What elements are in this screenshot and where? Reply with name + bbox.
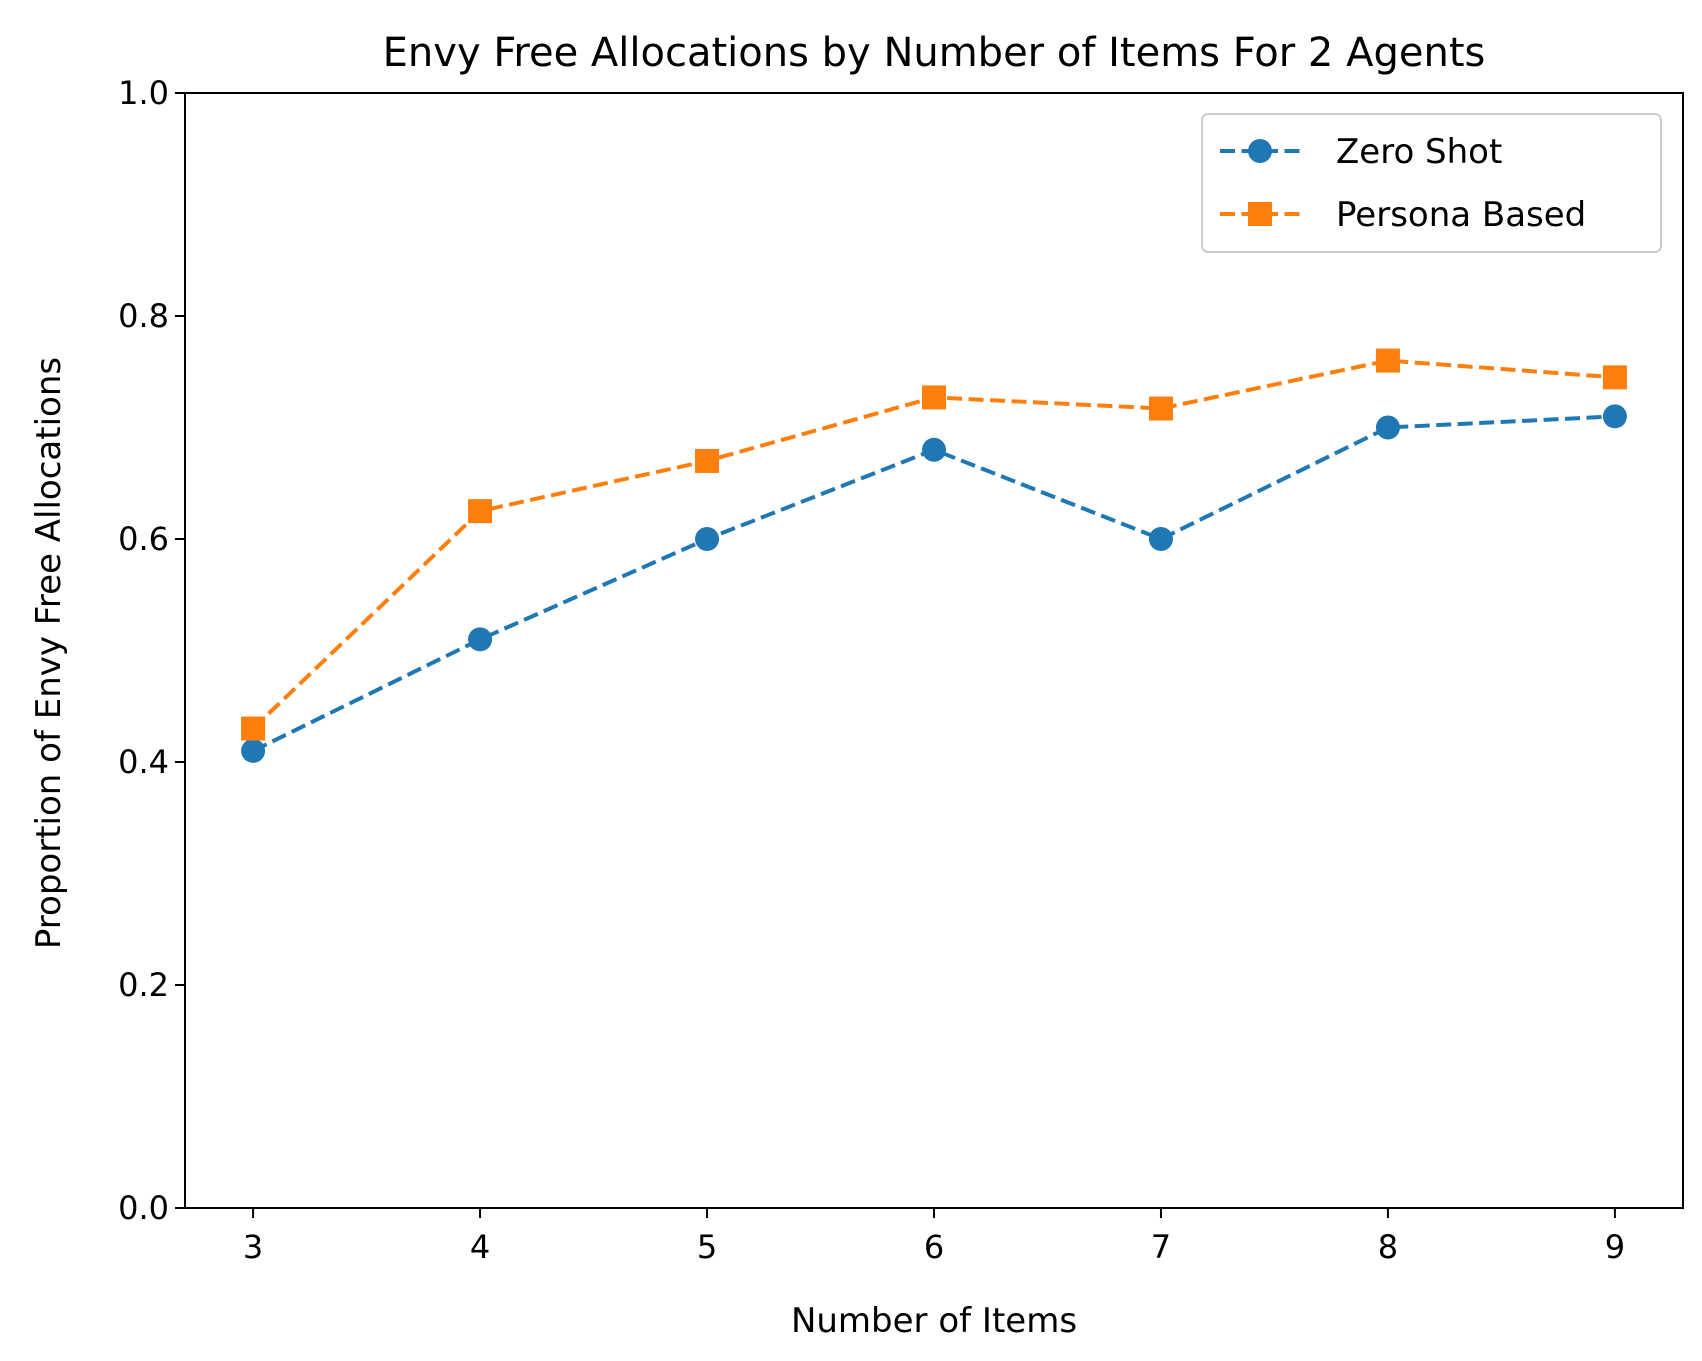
data-point-persona-based xyxy=(1375,348,1400,373)
legend-marker-square xyxy=(1248,202,1272,226)
y-tick-label: 0.6 xyxy=(118,520,169,558)
data-point-zero-shot xyxy=(468,627,493,652)
data-point-zero-shot xyxy=(1375,415,1400,440)
series-persona-based xyxy=(241,348,1627,741)
data-point-zero-shot xyxy=(241,738,266,763)
y-tick-label: 0.2 xyxy=(118,966,169,1004)
legend: Zero Shot Persona Based xyxy=(1201,113,1662,253)
data-point-zero-shot xyxy=(1148,527,1173,551)
data-point-persona-based xyxy=(241,716,266,741)
x-tick-label: 5 xyxy=(697,1228,717,1266)
legend-entry-persona-based: Persona Based xyxy=(1220,195,1586,235)
y-tick-label: 0.0 xyxy=(118,1189,169,1227)
series-zero-shot xyxy=(241,404,1627,763)
plot-frame xyxy=(184,92,1684,1209)
data-point-persona-based xyxy=(1148,396,1173,421)
data-point-persona-based xyxy=(922,385,946,410)
legend-marker-circle xyxy=(1248,139,1272,163)
y-axis-title: Proportion of Envy Free Allocations xyxy=(29,357,69,949)
x-tick-label: 3 xyxy=(243,1228,263,1266)
data-point-zero-shot xyxy=(922,437,946,462)
x-tick-label: 4 xyxy=(470,1228,490,1266)
y-tick-label: 1.0 xyxy=(118,74,169,112)
chart-title: Envy Free Allocations by Number of Items… xyxy=(383,30,1486,76)
legend-label: Zero Shot xyxy=(1336,132,1502,172)
y-tick-label: 0.4 xyxy=(118,743,169,781)
y-axis-ticks: 0.0 0.2 0.4 0.6 0.8 1.0 xyxy=(118,74,185,1227)
data-point-zero-shot xyxy=(695,527,720,551)
x-tick-label: 9 xyxy=(1605,1228,1625,1266)
x-axis-ticks: 3 4 5 6 7 8 9 xyxy=(243,1208,1625,1266)
data-point-persona-based xyxy=(1602,365,1627,390)
x-axis-title: Number of Items xyxy=(791,1301,1077,1341)
series-layer xyxy=(241,348,1627,763)
data-point-zero-shot xyxy=(1602,404,1627,429)
legend-label: Persona Based xyxy=(1336,195,1586,235)
x-tick-label: 6 xyxy=(924,1228,944,1266)
data-point-persona-based xyxy=(695,448,720,473)
x-tick-label: 8 xyxy=(1378,1228,1398,1266)
x-tick-label: 7 xyxy=(1151,1228,1171,1266)
legend-entry-zero-shot: Zero Shot xyxy=(1220,132,1502,172)
y-tick-label: 0.8 xyxy=(118,297,169,335)
legend-box xyxy=(1201,113,1662,253)
data-point-persona-based xyxy=(468,499,493,524)
